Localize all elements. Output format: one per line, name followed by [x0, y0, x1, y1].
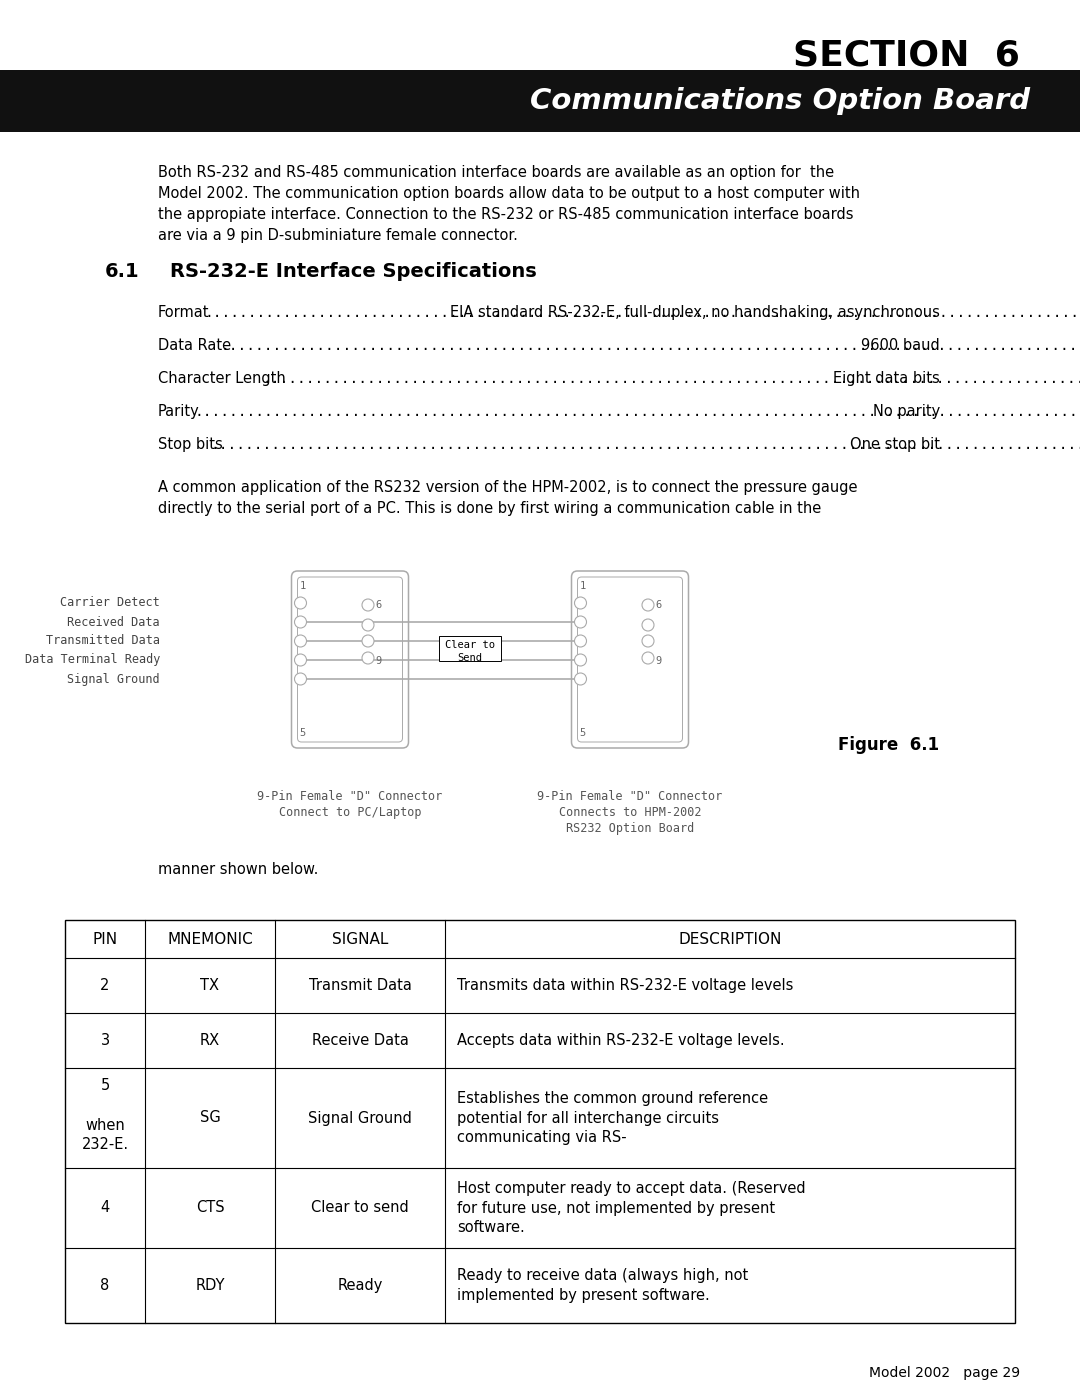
Text: Host computer ready to accept data. (Reserved
for future use, not implemented by: Host computer ready to accept data. (Res… — [457, 1180, 806, 1235]
Circle shape — [295, 616, 307, 629]
Text: Transmits data within RS-232-E voltage levels: Transmits data within RS-232-E voltage l… — [457, 978, 794, 993]
Text: 6.1: 6.1 — [105, 263, 139, 281]
Text: Accepts data within RS-232-E voltage levels.: Accepts data within RS-232-E voltage lev… — [457, 1032, 785, 1048]
Circle shape — [575, 616, 586, 629]
Text: TX: TX — [201, 978, 219, 993]
Text: Establishes the common ground reference
potential for all interchange circuits
c: Establishes the common ground reference … — [457, 1091, 768, 1146]
Text: 5: 5 — [299, 728, 306, 738]
Text: Parity: Parity — [158, 404, 200, 419]
Text: 3: 3 — [100, 1032, 109, 1048]
Text: 2: 2 — [100, 978, 110, 993]
Circle shape — [362, 619, 374, 631]
Text: Data Rate: Data Rate — [158, 338, 231, 353]
Text: Receive Data: Receive Data — [311, 1032, 408, 1048]
Text: Eight data bits: Eight data bits — [834, 372, 940, 386]
Text: Clear to
Send: Clear to Send — [445, 640, 495, 664]
Text: 9600 baud: 9600 baud — [861, 338, 940, 353]
Text: Connects to HPM-2002: Connects to HPM-2002 — [558, 806, 701, 819]
Text: Stop bits: Stop bits — [158, 437, 222, 453]
Text: Signal Ground: Signal Ground — [308, 1111, 411, 1126]
Text: MNEMONIC: MNEMONIC — [167, 932, 253, 947]
Text: 1: 1 — [299, 581, 306, 591]
Circle shape — [295, 673, 307, 685]
Text: A common application of the RS232 version of the HPM-2002, is to connect the pre: A common application of the RS232 versio… — [158, 481, 858, 515]
Circle shape — [575, 673, 586, 685]
Circle shape — [362, 652, 374, 664]
Text: Received Data: Received Data — [67, 616, 160, 629]
Text: Communications Option Board: Communications Option Board — [530, 87, 1030, 115]
Text: CTS: CTS — [195, 1200, 225, 1215]
Text: Data Terminal Ready: Data Terminal Ready — [25, 654, 160, 666]
Text: PIN: PIN — [93, 932, 118, 947]
Text: ................................................................................: ........................................… — [262, 372, 1080, 386]
Text: Figure  6.1: Figure 6.1 — [838, 736, 940, 754]
Circle shape — [575, 636, 586, 647]
Text: 9: 9 — [654, 657, 661, 666]
Text: RS-232-E Interface Specifications: RS-232-E Interface Specifications — [170, 263, 537, 281]
Text: Transmitted Data: Transmitted Data — [46, 634, 160, 647]
Text: ................................................................................: ........................................… — [210, 437, 1080, 453]
Text: SECTION  6: SECTION 6 — [793, 38, 1020, 73]
Text: 4: 4 — [100, 1200, 110, 1215]
Text: 9: 9 — [375, 657, 381, 666]
Text: RDY: RDY — [195, 1278, 225, 1294]
Text: Connect to PC/Laptop: Connect to PC/Laptop — [279, 806, 421, 819]
Circle shape — [642, 636, 654, 647]
Circle shape — [362, 636, 374, 647]
Text: SG: SG — [200, 1111, 220, 1126]
Text: RS232 Option Board: RS232 Option Board — [566, 821, 694, 835]
Text: SIGNAL: SIGNAL — [332, 932, 388, 947]
Text: Transmit Data: Transmit Data — [309, 978, 411, 993]
Text: Ready to receive data (always high, not
implemented by present software.: Ready to receive data (always high, not … — [457, 1268, 748, 1303]
Text: One stop bit: One stop bit — [850, 437, 940, 453]
Text: manner shown below.: manner shown below. — [158, 862, 319, 877]
Text: No parity: No parity — [873, 404, 940, 419]
Text: Format: Format — [158, 305, 210, 320]
Text: 6: 6 — [375, 599, 381, 610]
Bar — [438, 636, 501, 661]
Text: ................................................................................: ........................................… — [205, 305, 1080, 320]
Text: 6: 6 — [654, 599, 661, 610]
Text: Model 2002   page 29: Model 2002 page 29 — [869, 1366, 1020, 1380]
Circle shape — [362, 599, 374, 610]
Text: 8: 8 — [100, 1278, 110, 1294]
Circle shape — [295, 654, 307, 666]
Text: 9-Pin Female "D" Connector: 9-Pin Female "D" Connector — [257, 789, 443, 803]
Text: Signal Ground: Signal Ground — [67, 672, 160, 686]
Text: 1: 1 — [580, 581, 585, 591]
Text: Clear to send: Clear to send — [311, 1200, 409, 1215]
Text: ................................................................................: ........................................… — [220, 338, 1080, 353]
Circle shape — [642, 599, 654, 610]
Circle shape — [642, 652, 654, 664]
Text: Ready: Ready — [337, 1278, 382, 1294]
Text: 5: 5 — [580, 728, 585, 738]
Circle shape — [575, 654, 586, 666]
Circle shape — [295, 597, 307, 609]
Circle shape — [575, 597, 586, 609]
Text: DESCRIPTION: DESCRIPTION — [678, 932, 782, 947]
Text: Both RS-232 and RS-485 communication interface boards are available as an option: Both RS-232 and RS-485 communication int… — [158, 165, 860, 243]
Text: EIA standard RS-232-E, full-duplex, no handshaking, asynchronous: EIA standard RS-232-E, full-duplex, no h… — [450, 305, 940, 320]
Text: Carrier Detect: Carrier Detect — [60, 597, 160, 609]
Text: Character Length: Character Length — [158, 372, 286, 386]
Bar — [65, 921, 1015, 1323]
Text: 9-Pin Female "D" Connector: 9-Pin Female "D" Connector — [538, 789, 723, 803]
Bar — [0, 70, 1080, 131]
Text: ................................................................................: ........................................… — [195, 404, 1080, 419]
Text: RX: RX — [200, 1032, 220, 1048]
Text: 5

when
232-E.: 5 when 232-E. — [81, 1078, 129, 1153]
Circle shape — [295, 636, 307, 647]
Circle shape — [642, 619, 654, 631]
